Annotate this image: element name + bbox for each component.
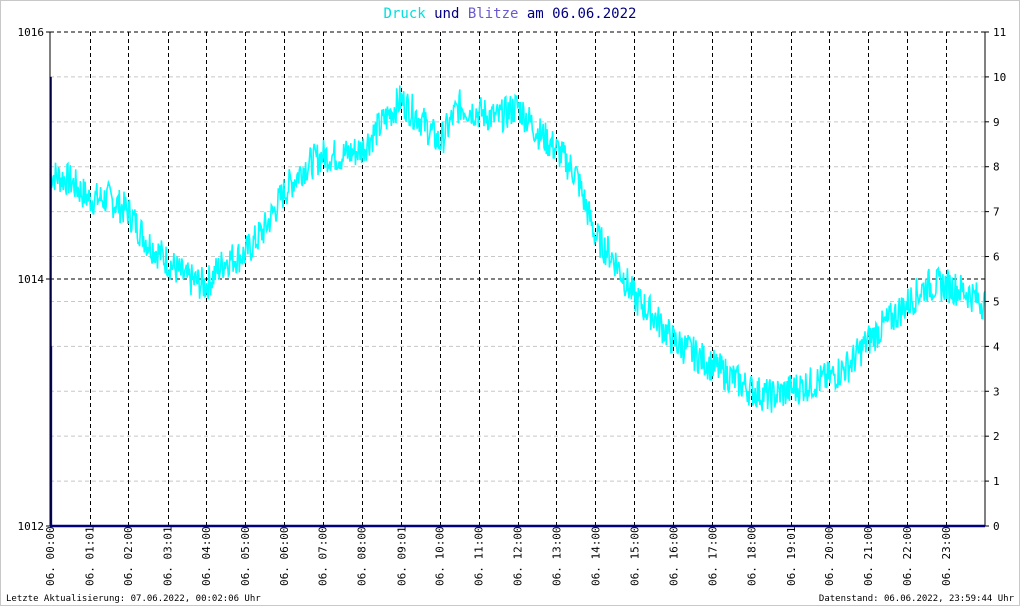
x-label-3: 06. 03:01 bbox=[162, 526, 175, 586]
x-label-6: 06. 06:00 bbox=[278, 526, 291, 586]
y-right-label-6: 6 bbox=[993, 251, 1000, 264]
y-axis-left-labels: 1012 1014 1016 bbox=[18, 26, 50, 533]
y-right-label-5: 5 bbox=[993, 295, 1000, 308]
y-right-label-8: 8 bbox=[993, 161, 1000, 174]
y-right-label-7: 7 bbox=[993, 206, 1000, 219]
y-right-label-4: 4 bbox=[993, 340, 1000, 353]
title-part-date: am 06.06.2022 bbox=[518, 6, 636, 22]
y-axis-right-labels: 0 1 2 3 4 5 6 7 8 9 10 11 bbox=[985, 26, 1006, 533]
y-right-label-3: 3 bbox=[993, 385, 1000, 398]
footer-data-status: Datenstand: 06.06.2022, 23:59:44 Uhr bbox=[819, 594, 1015, 604]
x-label-11: 06. 11:00 bbox=[473, 526, 486, 586]
x-label-2: 06. 02:00 bbox=[122, 526, 135, 586]
title-part-druck: Druck bbox=[384, 6, 427, 22]
x-label-21: 06. 21:00 bbox=[862, 526, 875, 586]
x-label-10: 06. 10:00 bbox=[434, 526, 447, 586]
x-label-23: 06. 23:00 bbox=[940, 526, 953, 586]
x-label-1: 06. 01:01 bbox=[84, 526, 97, 586]
title-part-blitze: Blitze bbox=[468, 6, 519, 22]
y-right-label-1: 1 bbox=[993, 475, 1000, 488]
x-label-17: 06. 17:00 bbox=[706, 526, 719, 586]
y-left-label-1: 1014 bbox=[18, 273, 45, 286]
y-right-label-2: 2 bbox=[993, 430, 1000, 443]
x-label-12: 06. 12:00 bbox=[512, 526, 525, 586]
y-left-label-0: 1012 bbox=[18, 520, 45, 533]
y-right-label-0: 0 bbox=[993, 520, 1000, 533]
y-left-label-2: 1016 bbox=[18, 26, 45, 39]
x-label-5: 06. 05:00 bbox=[239, 526, 252, 586]
x-label-13: 06. 13:00 bbox=[551, 526, 564, 586]
x-label-9: 06. 09:01 bbox=[395, 526, 408, 586]
y-right-label-10: 10 bbox=[993, 71, 1006, 84]
x-label-15: 06. 15:00 bbox=[628, 526, 641, 586]
y-right-label-9: 9 bbox=[993, 116, 1000, 129]
x-label-22: 06. 22:00 bbox=[901, 526, 914, 586]
x-label-4: 06. 04:00 bbox=[200, 526, 213, 586]
x-axis-labels: 06. 00:00 06. 01:01 06. 02:00 06. 03:01 06. … bbox=[44, 526, 953, 586]
footer-last-update: Letzte Aktualisierung: 07.06.2022, 00:02… bbox=[6, 594, 261, 604]
x-label-19: 06. 19:01 bbox=[785, 526, 798, 586]
series-pressure-line bbox=[49, 85, 986, 413]
chart-title: Druck und Blitze am 06.06.2022 bbox=[384, 6, 637, 22]
title-part-und: und bbox=[426, 6, 468, 22]
x-label-8: 06. 08:00 bbox=[356, 526, 369, 586]
series-layer bbox=[49, 76, 986, 526]
x-label-20: 06. 20:00 bbox=[823, 526, 836, 586]
x-label-16: 06. 16:00 bbox=[667, 526, 680, 586]
y-right-label-11: 11 bbox=[993, 26, 1006, 39]
x-label-14: 06. 14:00 bbox=[589, 526, 602, 586]
x-label-0: 06. 00:00 bbox=[44, 526, 57, 586]
x-label-18: 06. 18:00 bbox=[745, 526, 758, 586]
x-label-7: 06. 07:00 bbox=[317, 526, 330, 586]
